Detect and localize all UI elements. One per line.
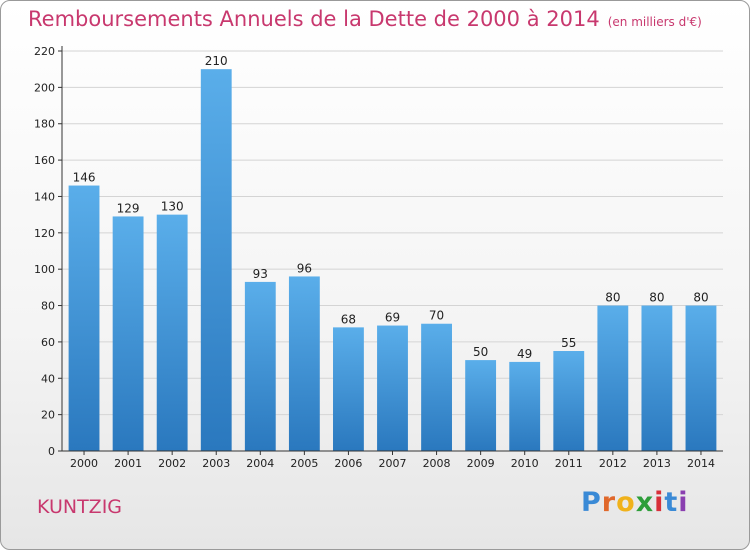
x-tick-label-2009: 2009 (467, 457, 495, 470)
data-label-2000: 146 (73, 171, 96, 185)
chart-unit-label: (en milliers d'€) (607, 15, 702, 29)
data-label-2013: 80 (649, 291, 664, 305)
y-tick-label: 0 (48, 445, 55, 458)
y-tick-label: 20 (41, 409, 55, 422)
data-label-2012: 80 (605, 291, 620, 305)
bar-2007 (377, 325, 408, 451)
logo-letter: r (601, 487, 617, 518)
bar-2003 (200, 69, 232, 451)
logo-letter: t (664, 487, 679, 518)
x-tick-label-2000: 2000 (70, 457, 98, 470)
commune-name: KUNTZIG (37, 496, 123, 518)
y-tick-label: 220 (34, 45, 55, 58)
logo-letter: x (635, 487, 655, 518)
y-tick-label: 120 (34, 227, 55, 240)
y-tick-label: 40 (41, 372, 55, 385)
bar-2004 (244, 281, 276, 451)
logo-letter: i (678, 487, 689, 518)
proxiti-logo: Proxiti (581, 487, 689, 518)
logo-letter: P (581, 487, 602, 518)
axis-layer: 0 20 40 60 80 100 120 140 160 180 200 220 2000 2001 20… (34, 45, 723, 470)
data-label-2001: 129 (117, 201, 140, 215)
bar-2014 (685, 305, 717, 451)
y-tick-label: 100 (34, 263, 55, 276)
data-label-2014: 80 (693, 291, 708, 305)
bar-2002 (156, 214, 188, 451)
bar-2009 (465, 360, 497, 451)
bar-layer (68, 69, 717, 451)
bar-2011 (553, 351, 585, 451)
data-label-2010: 49 (517, 347, 532, 361)
chart-title: Remboursements Annuels de la Dette de 20… (28, 7, 702, 31)
bar-2008 (421, 323, 452, 451)
bar-2012 (597, 305, 629, 451)
bar-2006 (333, 327, 364, 451)
data-label-2011: 55 (561, 336, 576, 350)
data-label-2007: 69 (385, 311, 400, 325)
x-tick-label-2003: 2003 (202, 457, 230, 470)
y-tick-label: 160 (34, 154, 55, 167)
x-tick-label-2007: 2007 (379, 457, 407, 470)
y-tick-label: 80 (41, 300, 55, 313)
y-tick-label: 60 (41, 336, 55, 349)
logo-letter: o (616, 487, 636, 518)
y-tick-label: 200 (34, 81, 55, 94)
bar-2005 (288, 276, 320, 451)
bar-2013 (641, 305, 673, 451)
bar-2001 (112, 216, 144, 451)
data-label-2006: 68 (341, 312, 356, 326)
x-tick-label-2001: 2001 (114, 457, 142, 470)
bar-2010 (509, 361, 541, 451)
chart-title-text: Remboursements Annuels de la Dette de 20… (28, 7, 600, 31)
x-tick-label-2012: 2012 (599, 457, 627, 470)
x-tick-label-2002: 2002 (158, 457, 186, 470)
x-tick-label-2008: 2008 (423, 457, 451, 470)
data-label-2008: 70 (429, 309, 444, 323)
data-label-2009: 50 (473, 345, 488, 359)
x-tick-label-2014: 2014 (687, 457, 715, 470)
x-tick-label-2013: 2013 (643, 457, 671, 470)
data-label-2002: 130 (161, 200, 184, 214)
x-tick-label-2010: 2010 (511, 457, 539, 470)
logo-letter: i (654, 487, 665, 518)
y-tick-label: 140 (34, 190, 55, 203)
bar-2000 (68, 185, 100, 451)
label-layer: 146 129 130 210 93 96 68 69 70 50 49 55 80 80 80 (73, 54, 709, 361)
x-tick-label-2005: 2005 (290, 457, 318, 470)
y-tick-label: 180 (34, 118, 55, 131)
data-label-2003: 210 (205, 54, 228, 68)
x-tick-label-2006: 2006 (334, 457, 362, 470)
x-tick-label-2011: 2011 (555, 457, 583, 470)
x-tick-label-2004: 2004 (246, 457, 274, 470)
data-label-2004: 93 (253, 267, 268, 281)
data-label-2005: 96 (297, 261, 312, 275)
